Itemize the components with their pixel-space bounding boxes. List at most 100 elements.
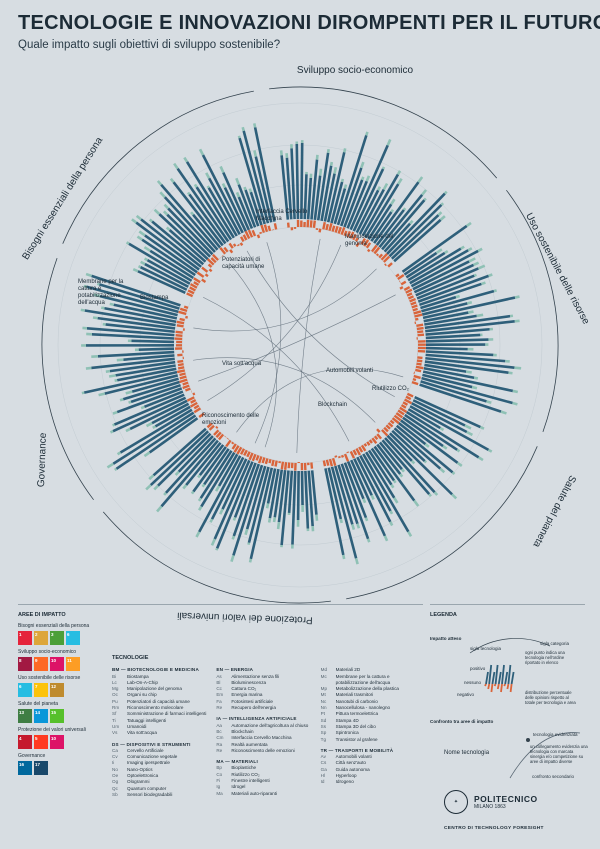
bar-positivo xyxy=(423,367,475,380)
bar-positivo xyxy=(233,462,257,518)
bar-neutro xyxy=(318,168,323,176)
bar-negativo xyxy=(395,412,404,419)
tecnologia-item: Bi Biostampa xyxy=(112,674,208,680)
bar-negativo xyxy=(370,244,378,253)
bar-positivo xyxy=(149,430,210,487)
bar-neutro xyxy=(514,295,520,299)
grid-ring xyxy=(181,226,419,464)
centro-label: CENTRO DI TECHNOLOGY FORESIGHT xyxy=(444,826,544,831)
tecnologia-name: Automazione dell'agricoltura al chiuso xyxy=(231,722,309,728)
bar-positivo xyxy=(333,188,347,225)
annotation-line: Macchina xyxy=(256,216,282,222)
bar-neutro xyxy=(136,235,143,241)
bar-positivo xyxy=(358,188,385,235)
bar-neutro xyxy=(248,558,253,563)
bar-positivo xyxy=(167,207,214,256)
bar-positivo xyxy=(424,314,477,326)
area-block-name: Bisogni essenziali della persona xyxy=(18,623,90,629)
bar-neutro xyxy=(85,272,92,278)
tecnologia-name: Cattura CO₂ xyxy=(231,686,257,692)
annotation-line: genoma xyxy=(345,241,367,247)
bar-positivo xyxy=(425,333,481,340)
tecnologia-item: Ma Materiali auto-riparanti xyxy=(216,791,312,797)
bar-positivo xyxy=(422,370,514,393)
bar-positivo xyxy=(412,399,466,427)
bar-positivo xyxy=(115,364,176,377)
bar-negativo xyxy=(189,401,198,408)
tecnologia-name: Ologrammi xyxy=(127,779,150,785)
bar-positivo xyxy=(300,142,304,220)
bar-positivo xyxy=(327,467,343,520)
bar-negativo xyxy=(380,253,388,261)
bar-negativo xyxy=(239,242,244,246)
bar-negativo xyxy=(337,226,342,234)
bar-positivo xyxy=(217,453,239,487)
tecnologia-name: Sensori biodegradabili xyxy=(127,791,173,797)
tecnologia-code: Ii xyxy=(112,760,115,766)
bar-negativo xyxy=(176,369,186,374)
bar-neutro xyxy=(140,260,146,266)
bar-neutro xyxy=(360,161,365,169)
bar-positivo xyxy=(199,450,233,499)
bar-neutro xyxy=(370,494,375,500)
bar-negativo xyxy=(395,273,400,278)
sdg-icon: 6 xyxy=(66,631,80,645)
bar-positivo xyxy=(306,177,313,220)
annotation-label: Blockchain xyxy=(318,402,347,408)
bar-positivo xyxy=(296,470,300,520)
bar-positivo xyxy=(381,199,426,251)
bar-negativo xyxy=(239,236,245,242)
bar-negativo xyxy=(207,263,213,268)
legend-line: tecnologia nell'ordine xyxy=(525,655,565,660)
sdg-icon: 10 xyxy=(50,657,64,671)
bar-negativo xyxy=(415,368,422,373)
annotation-line: Automobili volanti xyxy=(326,368,373,374)
tecnologia-item: Bl Bioluminescenza xyxy=(216,680,312,686)
bar-positivo xyxy=(409,249,469,285)
annotation-line: Biostampa xyxy=(140,295,169,301)
tecnologia-name: Cervello Artificiale xyxy=(127,747,164,753)
bar-neutro xyxy=(205,172,211,179)
legend-heading: LEGENDA xyxy=(430,612,457,618)
bar-positivo xyxy=(277,469,287,523)
tecnologia-name: Biostampa xyxy=(127,673,149,679)
bar-negativo xyxy=(215,431,222,438)
tecnologia-item: Hl Hyperloop xyxy=(321,773,417,779)
bar-neutro xyxy=(109,430,114,434)
bar-negativo xyxy=(179,378,188,384)
bar-negativo xyxy=(219,247,227,255)
bar-negativo xyxy=(193,407,202,414)
tecnologia-name: Pittura termoelettrica xyxy=(335,711,379,717)
tecnologia-name: Metabolizzazione della plastica xyxy=(335,686,399,692)
legend-text: confronto secondario xyxy=(532,774,575,779)
bar-negativo xyxy=(267,225,272,232)
tecnologia-code: Fa xyxy=(216,698,222,704)
area-block: Sviluppo socio-economico 8 9 10 11 xyxy=(18,649,120,671)
bar-neutro xyxy=(366,538,371,543)
bar-neutro xyxy=(83,284,88,289)
tecnologia-item: Re Riconoscimento delle emozioni xyxy=(216,748,312,754)
legend-line: tecnologia con marcata xyxy=(530,749,574,754)
tecnologia-name: Realtà aumentata xyxy=(231,741,268,747)
bar-negativo xyxy=(196,271,205,278)
tecnologia-item: Ti Tatuaggi intelligenti xyxy=(112,718,208,724)
logo-name: POLITECNICO xyxy=(474,794,538,804)
tecnologia-code: Em xyxy=(216,692,224,698)
tecnologia-code: Ca xyxy=(112,747,118,753)
annotation-label: Manipolazione del genoma xyxy=(345,234,393,247)
tecnologia-name: Comunicazione vegetale xyxy=(127,754,178,760)
bar-negativo xyxy=(192,392,196,396)
bar-positivo xyxy=(303,174,308,220)
bar-positivo xyxy=(119,408,193,454)
bar-neutro xyxy=(443,190,448,195)
tecnologia-name: Blockchain xyxy=(231,728,254,734)
bar-positivo xyxy=(222,171,250,231)
tecnologie-group: TR — TRASPORTI E MOBILITÀ Av Automobili vo… xyxy=(321,748,417,786)
bar-positivo xyxy=(421,376,513,405)
tecnologia-code: Um xyxy=(112,723,120,729)
bar-positivo xyxy=(291,470,297,545)
legend-text: Confronto tra aree di impatto xyxy=(430,719,493,724)
area-label: Governance xyxy=(36,432,49,487)
bar-positivo xyxy=(352,168,385,232)
